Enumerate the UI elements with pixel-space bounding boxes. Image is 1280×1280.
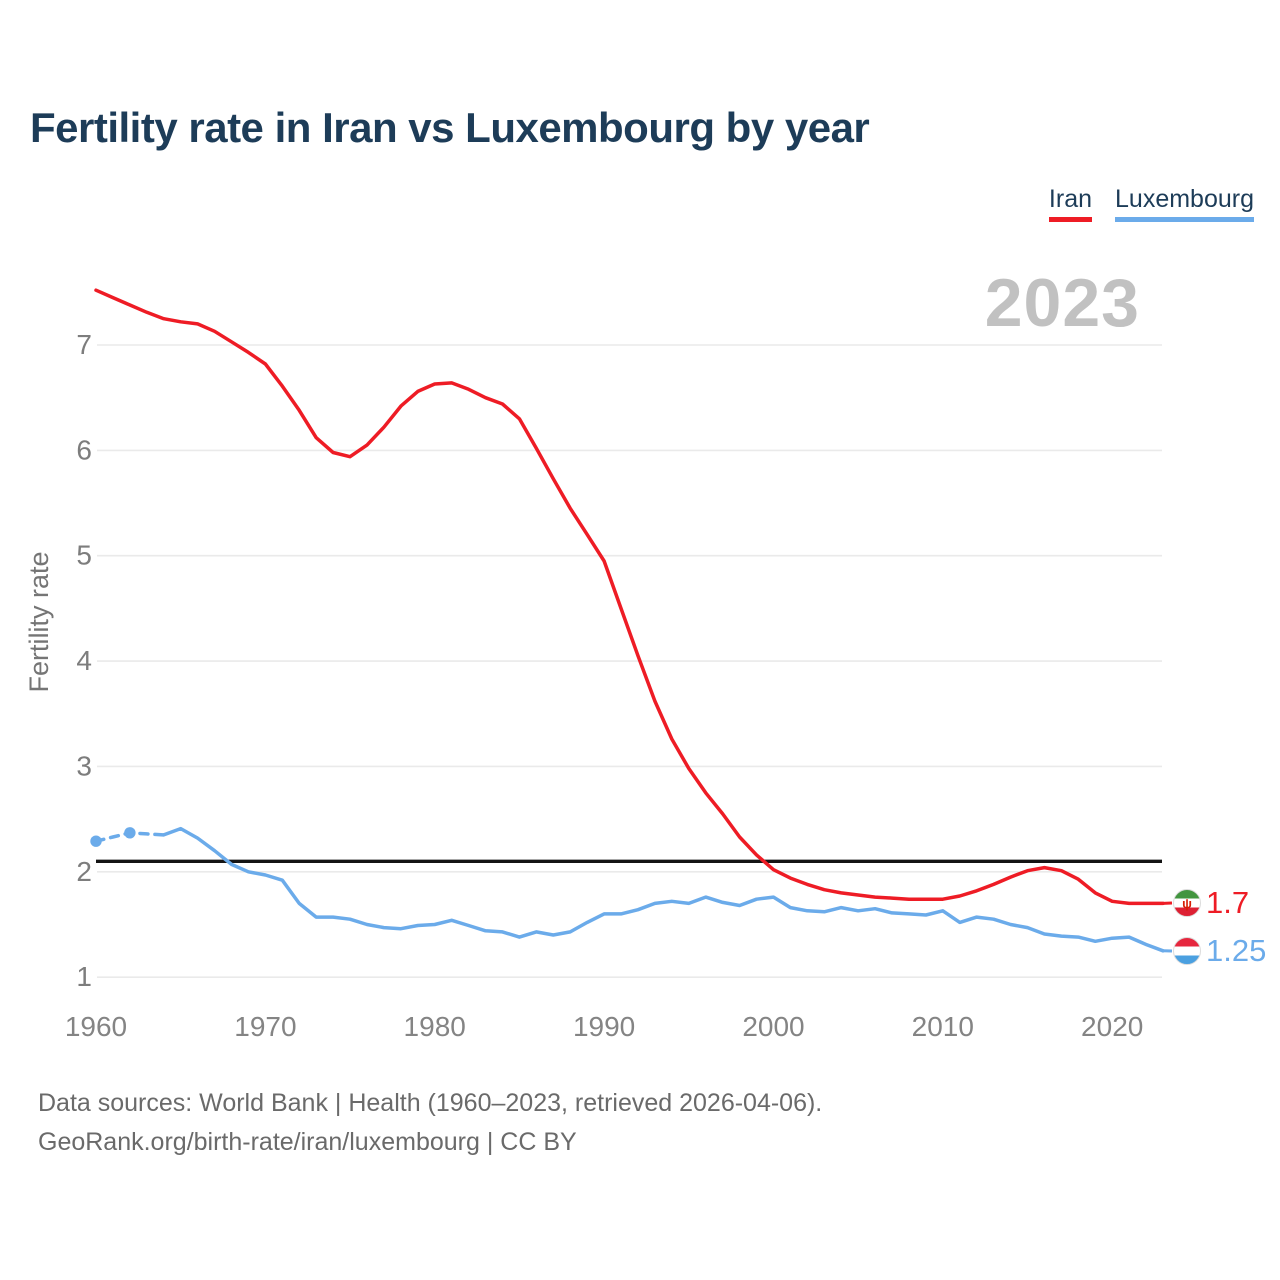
legend: Iran Luxembourg xyxy=(1048,185,1254,222)
y-tick-label: 4 xyxy=(76,645,92,676)
y-tick-label: 7 xyxy=(76,329,92,360)
luxembourg-flag-band xyxy=(1173,946,1201,956)
x-axis-labels: 1960 1970 1980 1990 2000 2010 2020 xyxy=(65,1011,1143,1042)
page-title: Fertility rate in Iran vs Luxembourg by … xyxy=(30,104,870,151)
x-tick-label: 1980 xyxy=(404,1011,466,1042)
iran-series: ψ 1.7 xyxy=(94,288,1249,920)
luxembourg-flag-band xyxy=(1173,937,1201,947)
y-axis-title: Fertility rate xyxy=(24,551,54,692)
luxembourg-end-value-label: 1.25 xyxy=(1206,933,1266,968)
x-tick-label: 1990 xyxy=(573,1011,635,1042)
footer: Data sources: World Bank | Health (1960–… xyxy=(38,1084,822,1162)
x-tick-label: 2020 xyxy=(1081,1011,1143,1042)
iran-flag-icon: ψ xyxy=(1173,889,1201,917)
iran-flag-emblem: ψ xyxy=(1182,896,1192,911)
y-tick-label: 1 xyxy=(76,961,92,992)
y-tick-label: 5 xyxy=(76,540,92,571)
luxembourg-flag-ring xyxy=(1173,937,1201,965)
footer-sources: Data sources: World Bank | Health (1960–… xyxy=(38,1089,823,1117)
iran-flag-ring xyxy=(1173,889,1201,917)
luxembourg-flag-band xyxy=(1173,955,1201,965)
luxembourg-data-point[interactable] xyxy=(90,835,102,847)
x-tick-label: 2010 xyxy=(912,1011,974,1042)
luxembourg-line[interactable] xyxy=(161,826,1165,953)
legend-item-luxembourg[interactable]: Luxembourg xyxy=(1115,185,1254,222)
x-tick-label: 2000 xyxy=(742,1011,804,1042)
iran-line[interactable] xyxy=(94,288,1165,906)
x-tick-label: 1970 xyxy=(234,1011,296,1042)
year-watermark: 2023 xyxy=(985,264,1140,342)
iran-end-value-label: 1.7 xyxy=(1206,885,1249,920)
luxembourg-data-point[interactable] xyxy=(124,827,136,839)
iran-flag-band xyxy=(1173,898,1201,908)
iran-flag-band xyxy=(1173,889,1201,899)
legend-item-iran[interactable]: Iran xyxy=(1048,185,1093,222)
y-tick-label: 2 xyxy=(76,856,92,887)
luxembourg-series: 1.25 xyxy=(90,826,1266,968)
iran-flag-band xyxy=(1173,907,1201,917)
y-tick-label: 3 xyxy=(76,750,92,781)
footer-attribution: GeoRank.org/birth-rate/iran/luxembourg |… xyxy=(38,1128,577,1156)
gridlines: 1 2 3 4 5 6 7 xyxy=(76,329,1162,992)
luxembourg-flag-icon xyxy=(1173,937,1201,965)
y-tick-label: 6 xyxy=(76,434,92,465)
x-tick-label: 1960 xyxy=(65,1011,127,1042)
